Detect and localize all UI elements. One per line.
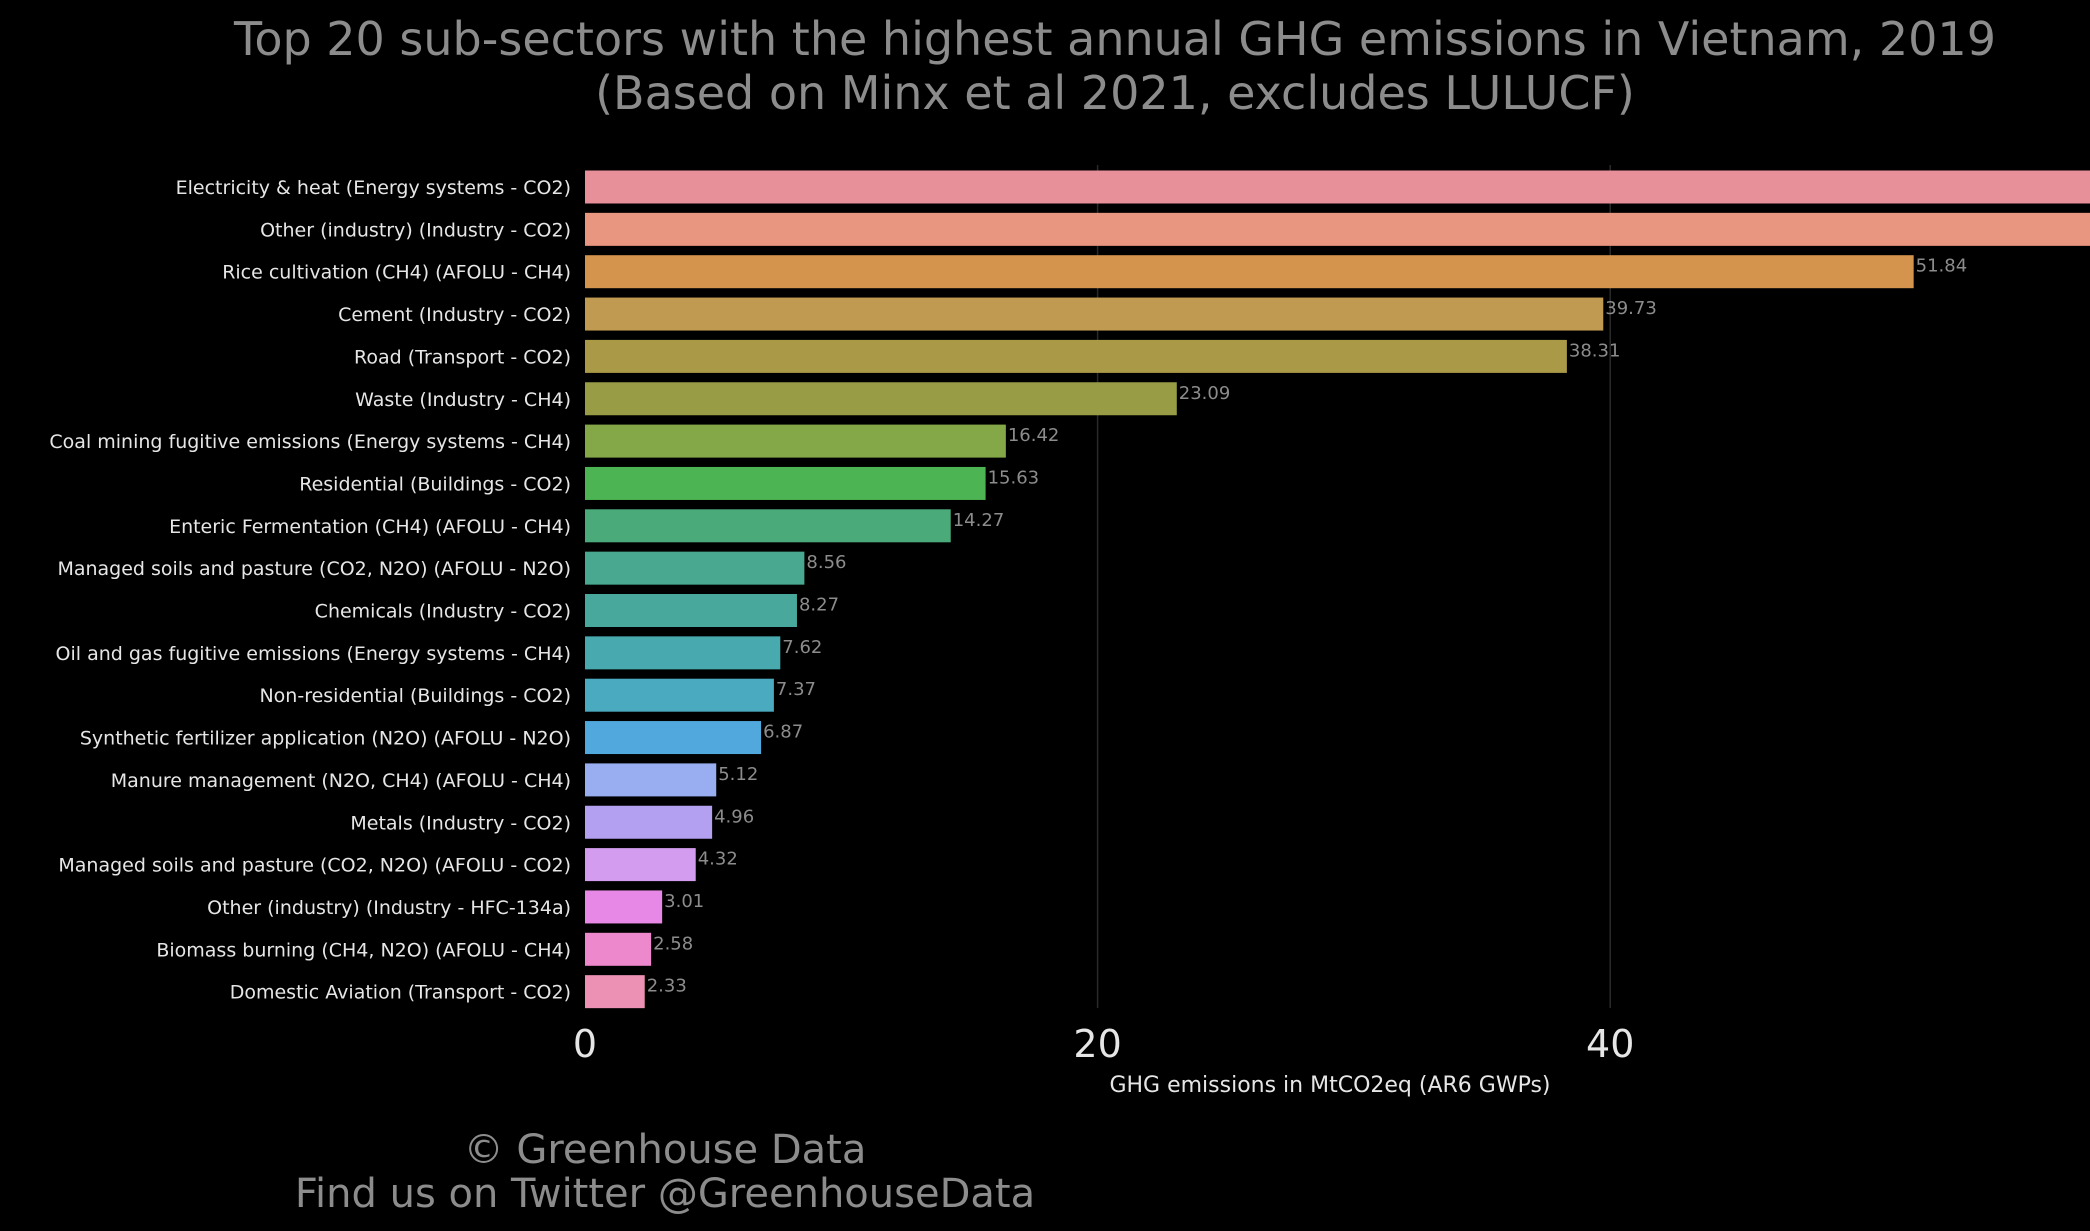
category-label: Residential (Buildings - CO2)	[299, 473, 571, 495]
category-label: Chemicals (Industry - CO2)	[315, 601, 571, 623]
category-label: Manure management (N2O, CH4) (AFOLU - CH…	[111, 770, 571, 792]
category-label: Synthetic fertilizer application (N2O) (…	[80, 728, 571, 750]
category-label: Other (industry) (Industry - CO2)	[260, 219, 571, 241]
bar-value-label: 2.58	[653, 933, 693, 954]
bar-value-label: 2.33	[647, 976, 687, 997]
bar-value-label: 8.56	[806, 552, 846, 573]
chart-title: Top 20 sub-sectors with the highest annu…	[234, 12, 1996, 66]
bars: 110.7292.8651.8439.7338.3123.0916.4215.6…	[585, 170, 2090, 1009]
bar	[585, 805, 713, 839]
footer-copyright: © Greenhouse Data	[463, 1127, 867, 1173]
category-label: Non-residential (Buildings - CO2)	[259, 685, 571, 707]
category-label: Metals (Industry - CO2)	[350, 812, 571, 834]
category-label: Coal mining fugitive emissions (Energy s…	[49, 431, 571, 453]
category-label: Rice cultivation (CH4) (AFOLU - CH4)	[222, 262, 571, 284]
category-label: Enteric Fermentation (CH4) (AFOLU - CH4)	[169, 516, 571, 538]
chart-subtitle: (Based on Minx et al 2021, excludes LULU…	[595, 66, 1635, 120]
bar	[585, 932, 652, 966]
bar	[585, 678, 774, 712]
bar	[585, 890, 663, 924]
x-tick-label: 0	[573, 1022, 597, 1066]
category-label: Biomass burning (CH4, N2O) (AFOLU - CH4)	[156, 939, 571, 961]
category-label: Managed soils and pasture (CO2, N2O) (AF…	[57, 558, 571, 580]
bar-value-label: 3.01	[664, 891, 704, 912]
category-labels: Electricity & heat (Energy systems - CO2…	[49, 177, 571, 1004]
category-label: Waste (Industry - CH4)	[355, 389, 571, 411]
bar-value-label: 14.27	[953, 510, 1005, 531]
x-tick-label: 20	[1073, 1022, 1121, 1066]
bar-value-label: 23.09	[1179, 383, 1231, 404]
bar	[585, 594, 797, 627]
x-axis-label: GHG emissions in MtCO2eq (AR6 GWPs)	[1109, 1073, 1550, 1098]
bar	[585, 848, 696, 882]
bar	[585, 721, 762, 755]
bar-value-label: 15.63	[988, 467, 1040, 488]
grid-lines	[1096, 165, 1611, 1008]
x-axis-ticks: 020406080100	[573, 1022, 1634, 1066]
category-label: Cement (Industry - CO2)	[338, 304, 571, 326]
x-tick-label: 40	[1586, 1022, 1634, 1066]
bar	[585, 763, 717, 797]
bar	[585, 297, 1604, 331]
category-label: Electricity & heat (Energy systems - CO2…	[176, 177, 571, 199]
bar	[585, 212, 2090, 246]
bar-value-label: 38.31	[1569, 340, 1621, 361]
bar	[585, 255, 1914, 289]
bar-value-label: 16.42	[1008, 425, 1060, 446]
bar	[585, 509, 951, 543]
bar	[585, 975, 645, 1009]
bar	[585, 466, 986, 500]
bar	[585, 551, 805, 585]
bar	[585, 636, 781, 670]
bar-value-label: 7.62	[782, 637, 822, 658]
bar	[585, 424, 1006, 458]
bar-value-label: 8.27	[799, 595, 839, 616]
bar	[585, 339, 1567, 373]
bar-value-label: 39.73	[1605, 298, 1657, 319]
category-label: Domestic Aviation (Transport - CO2)	[230, 982, 571, 1004]
bar-value-label: 6.87	[763, 722, 803, 743]
bar-value-label: 51.84	[1916, 256, 1968, 277]
category-label: Road (Transport - CO2)	[354, 346, 571, 368]
bar-value-label: 7.37	[776, 679, 816, 700]
bar-value-label: 5.12	[718, 764, 758, 785]
bar-value-label: 4.96	[714, 806, 754, 827]
bar	[585, 382, 1177, 416]
category-label: Other (industry) (Industry - HFC-134a)	[207, 897, 571, 919]
bar-value-label: 4.32	[698, 849, 738, 870]
bar	[585, 170, 2090, 204]
footer-twitter: Find us on Twitter @GreenhouseData	[294, 1171, 1036, 1217]
category-label: Oil and gas fugitive emissions (Energy s…	[56, 643, 571, 665]
category-label: Managed soils and pasture (CO2, N2O) (AF…	[58, 855, 571, 877]
